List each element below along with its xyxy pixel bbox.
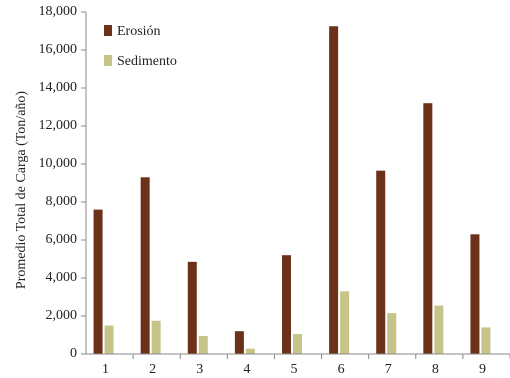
x-tick-label: 8 [432, 362, 439, 377]
bar-sedimento-4 [245, 348, 255, 354]
bar-sedimento-3 [198, 335, 208, 354]
bar-sedimento-2 [151, 320, 161, 354]
x-tick-label: 3 [196, 362, 203, 377]
y-tick-label: 4,000 [46, 270, 78, 285]
y-tick-label: 10,000 [39, 156, 78, 171]
y-tick-label: 6,000 [46, 232, 78, 247]
y-tick-label: 18,000 [39, 4, 78, 19]
legend: Erosión Sedimento [104, 24, 177, 69]
y-tick-label: 12,000 [39, 118, 78, 133]
bar-erosi-n-6 [329, 26, 339, 354]
x-tick-label: 6 [338, 362, 345, 377]
bar-sedimento-1 [104, 325, 114, 354]
y-tick-label: 16,000 [39, 42, 78, 57]
x-tick-label: 9 [479, 362, 486, 377]
bar-sedimento-5 [293, 334, 302, 354]
bar-erosi-n-9 [470, 234, 480, 354]
bar-erosi-n-3 [187, 261, 197, 354]
legend-swatch-sedimento [104, 55, 112, 66]
legend-label-erosion: Erosión [117, 24, 161, 39]
bar-sedimento-6 [340, 291, 350, 354]
y-tick-label: 0 [70, 346, 77, 361]
x-tick-label: 2 [149, 362, 156, 377]
y-axis-ticks: 0 2,000 4,000 6,000 8,000 10,000 12,000 14,000 1… [39, 4, 86, 361]
bar-erosi-n-4 [234, 331, 244, 354]
legend-swatch-erosion [104, 25, 112, 36]
bar-erosi-n-8 [423, 103, 433, 354]
x-tick-label: 7 [385, 362, 392, 377]
bar-sedimento-7 [387, 313, 397, 354]
y-tick-label: 14,000 [39, 80, 78, 95]
y-axis-title: Promedio Total de Carga (Ton/año) [14, 91, 29, 289]
bar-sedimento-9 [481, 327, 491, 354]
x-axis-ticks: 1 2 3 4 5 6 7 8 9 [102, 354, 510, 377]
x-tick-label: 4 [243, 362, 250, 377]
x-tick-label: 5 [291, 362, 298, 377]
x-tick-label: 1 [102, 362, 109, 377]
y-tick-label: 2,000 [46, 308, 78, 323]
y-tick-label: 8,000 [46, 194, 78, 209]
bar-sedimento-8 [434, 305, 444, 354]
bar-erosi-n-1 [93, 209, 103, 354]
legend-label-sedimento: Sedimento [117, 54, 177, 69]
bar-erosi-n-7 [376, 170, 386, 354]
bars [93, 26, 491, 354]
bar-erosi-n-5 [282, 255, 291, 354]
bar-erosi-n-2 [140, 177, 150, 354]
